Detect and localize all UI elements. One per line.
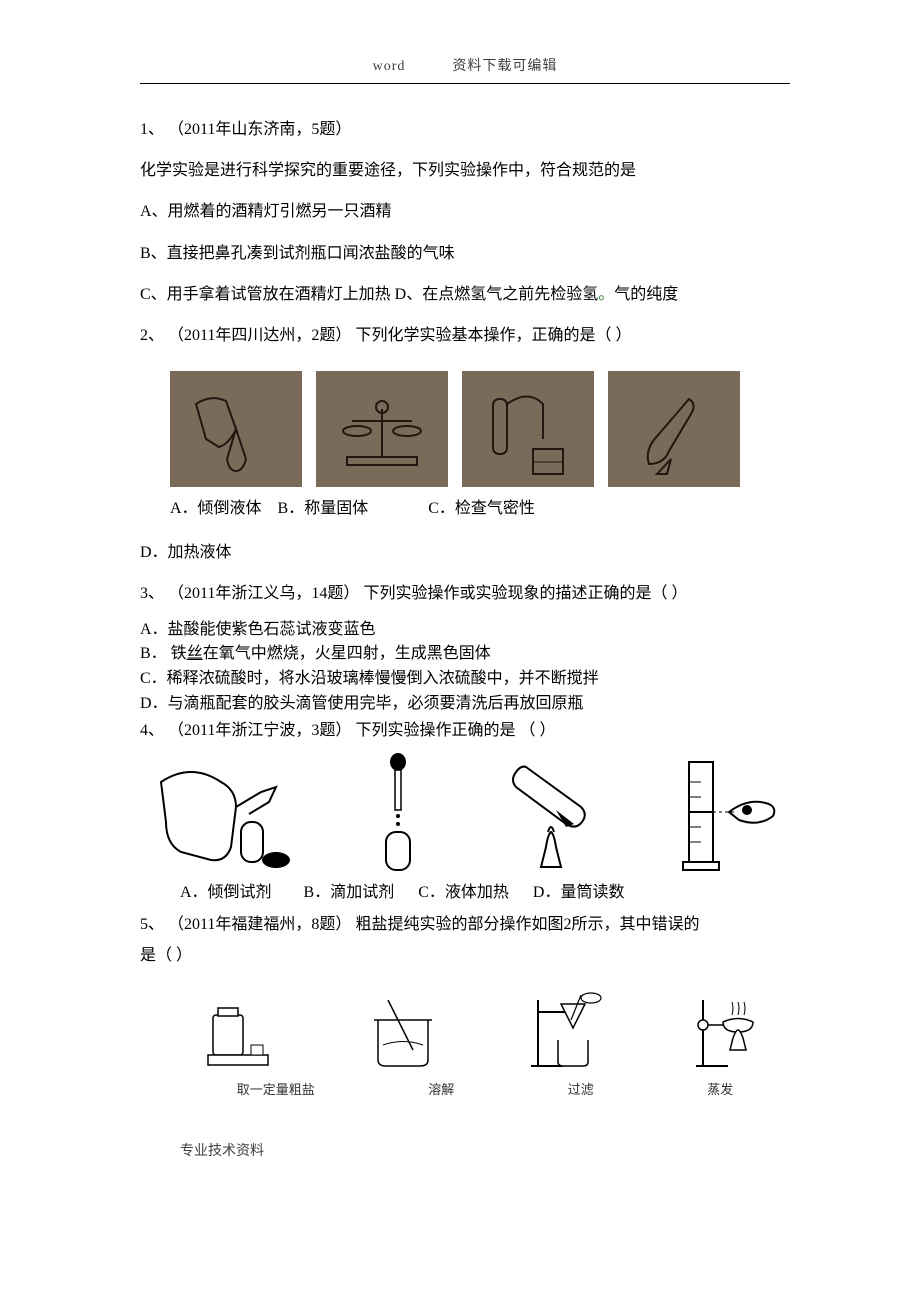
q1-opt-cd: C、用手拿着试管放在酒精灯上加热 D、在点燃氢气之前先检验氢。气的纯度 <box>140 277 790 312</box>
header-right: 资料下载可编辑 <box>452 59 557 74</box>
heat-liquid-icon <box>619 379 729 479</box>
page: word 资料下载可编辑 1、 （2011年山东济南，5题） 化学实验是进行科学… <box>0 0 920 1200</box>
page-header: word 资料下载可编辑 <box>140 55 790 75</box>
q2-opts-2: D．加热液体 <box>140 535 790 570</box>
q4-line: 4、 （2011年浙江宁波，3题） 下列实验操作正确的是 （ ） <box>140 719 790 744</box>
q2-image-b <box>316 371 448 487</box>
q2-opts-1: A．倾倒液体 B．称量固体 C．检查气密性 <box>170 493 790 525</box>
q4-diagram-b <box>353 751 443 875</box>
q3-opt-d: D．与滴瓶配套的胶头滴管使用完毕，必须要清洗后再放回原瓶 <box>140 692 790 717</box>
header-left: word <box>373 59 406 74</box>
airtight-check-icon <box>473 379 583 479</box>
q5-diagram-a <box>192 989 284 1073</box>
q1-opt-a: A、用燃着的酒精灯引燃另一只酒精 <box>140 194 790 229</box>
q4-opts: A．倾倒试剂 B．滴加试剂 C．液体加热 D．量筒读数 <box>180 879 790 908</box>
q1-source: 1、 （2011年山东济南，5题） <box>140 112 790 147</box>
dropper-icon <box>354 752 442 874</box>
q4-diagram-d <box>668 751 790 875</box>
q2-line: 2、 （2011年四川达州，2题） 下列化学实验基本操作，正确的是（ ） <box>140 318 790 353</box>
q5-cap-a: 取一定量粗盐 <box>237 1079 315 1098</box>
q2-image-c <box>462 371 594 487</box>
header-rule <box>140 83 790 84</box>
q5-cap-b: 溶解 <box>428 1079 454 1098</box>
q4-diagram-c <box>485 751 627 875</box>
q5-diagram-d <box>687 989 779 1073</box>
heat-tube-icon <box>486 752 626 874</box>
q3-opt-a: A．盐酸能使紫色石蕊试液变蓝色 <box>140 618 790 643</box>
page-footer: 专业技术资料 <box>180 1140 790 1160</box>
q4-diagram-row <box>140 751 790 875</box>
evaporate-icon <box>688 990 778 1072</box>
weigh-salt-icon <box>193 990 283 1072</box>
cylinder-read-icon <box>669 752 789 874</box>
q5-diagram-b <box>357 989 449 1073</box>
pour-reagent-icon <box>141 752 311 874</box>
q5-cap-d: 蒸发 <box>707 1079 733 1098</box>
q5-diagram-c <box>522 989 614 1073</box>
q4-diagram-a <box>140 751 312 875</box>
pour-liquid-icon <box>181 379 291 479</box>
q1-stem: 化学实验是进行科学探究的重要途径，下列实验操作中，符合规范的是 <box>140 153 790 188</box>
q5-line2: 是（ ） <box>140 941 790 971</box>
q3-opt-c: C．稀释浓硫酸时，将水沿玻璃棒慢慢倒入浓硫酸中，并不断搅拌 <box>140 667 790 692</box>
dissolve-icon <box>358 990 448 1072</box>
q5-captions: 取一定量粗盐 溶解 过滤 蒸发 <box>180 1079 790 1098</box>
q5-diagram-row <box>180 989 790 1073</box>
q1-opt-b: B、直接把鼻孔凑到试剂瓶口闻浓盐酸的气味 <box>140 236 790 271</box>
q5-line: 5、 （2011年福建福州，8题） 粗盐提纯实验的部分操作如图2所示，其中错误的 <box>140 910 790 940</box>
q3-opt-b: B． 铁丝在氧气中燃烧，火星四射，生成黑色固体 <box>140 642 790 667</box>
balance-scale-icon <box>327 379 437 479</box>
q5-cap-c: 过滤 <box>568 1079 594 1098</box>
q2-image-row <box>170 371 790 487</box>
filter-icon <box>523 990 613 1072</box>
q2-image-a <box>170 371 302 487</box>
q2-image-d <box>608 371 740 487</box>
q3-line: 3、 （2011年浙江义乌，14题） 下列实验操作或实验现象的描述正确的是（ ） <box>140 576 790 611</box>
